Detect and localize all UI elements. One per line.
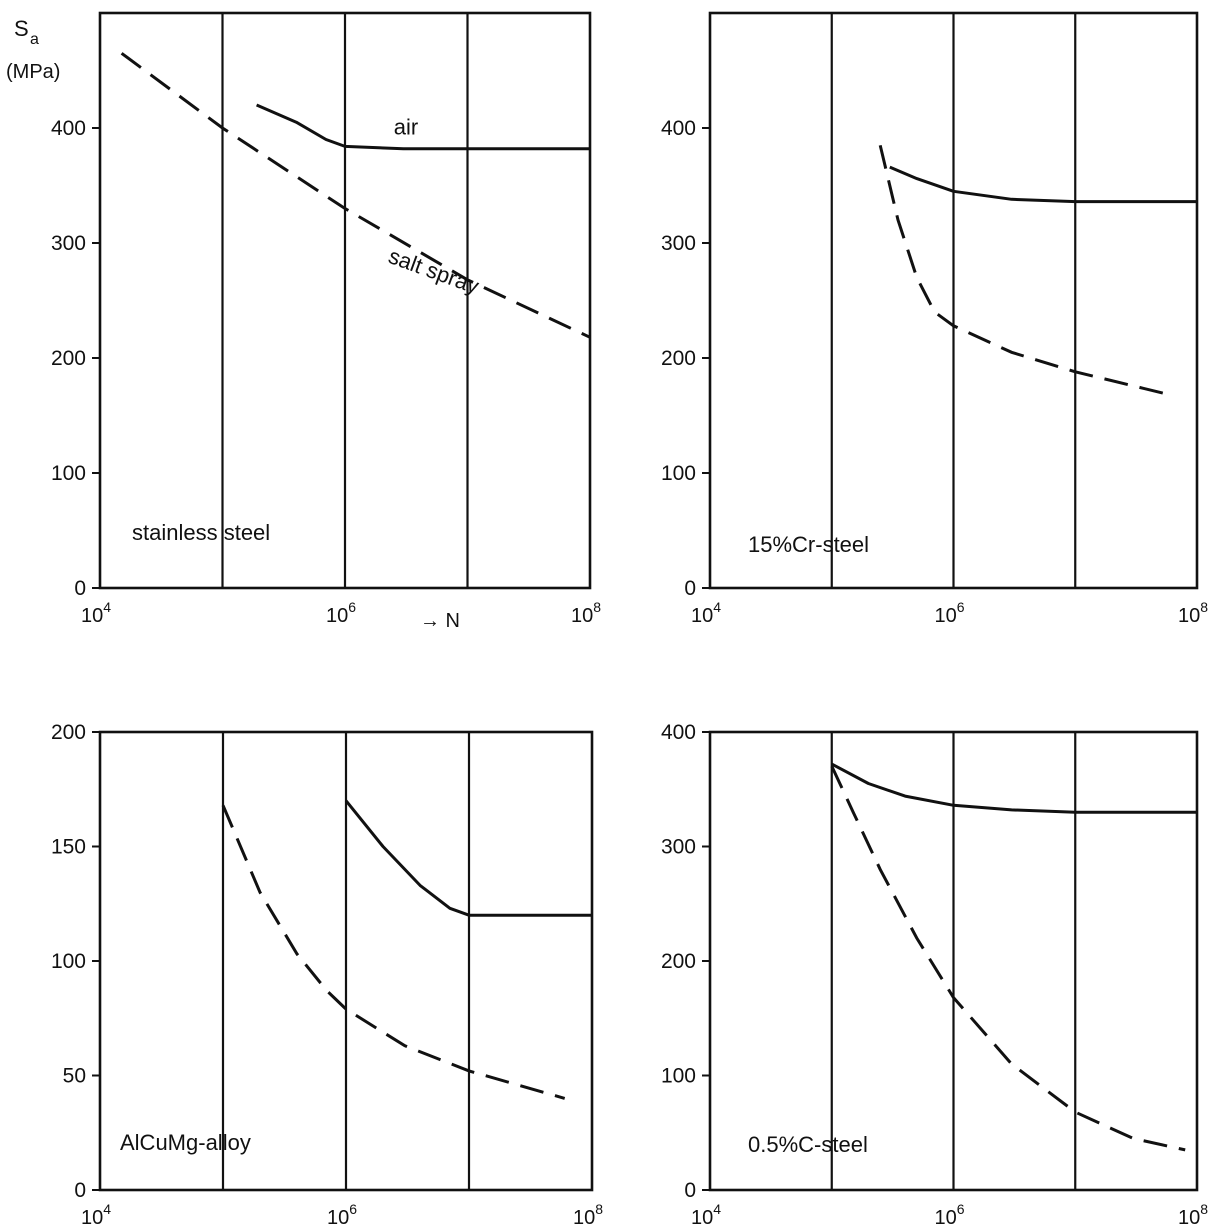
x-tick-label: 108	[571, 599, 601, 627]
material-label: stainless steel	[132, 520, 270, 545]
air-curve	[889, 165, 1197, 204]
y-tick-label: 100	[661, 462, 696, 485]
x-tick-label: 104	[691, 1201, 721, 1227]
y-tick-label: 200	[51, 721, 86, 744]
panel-top-left: 0 100 200 300 400 104 106 108 stainless steel air…	[51, 11, 601, 627]
air-curve	[344, 799, 592, 917]
y-tick-label: 100	[661, 1065, 696, 1088]
y-tick-label: 300	[661, 232, 696, 255]
y-tick-label: 400	[51, 117, 86, 140]
figure-ylabel: S a (MPa)	[6, 16, 60, 83]
salt-spray-curve	[878, 144, 1171, 397]
y-tick-label: 0	[74, 577, 86, 600]
y-tick-label: 150	[51, 836, 86, 859]
x-tick-label: 104	[81, 599, 111, 627]
y-tick-label: 200	[661, 950, 696, 973]
salt-spray-curve	[221, 804, 566, 1100]
ylabel-symbol: S	[14, 16, 29, 41]
ylabel-unit: (MPa)	[6, 61, 60, 83]
y-tick-label: 300	[51, 232, 86, 255]
x-tick-label: 106	[934, 599, 964, 627]
y-tick-label: 0	[684, 577, 696, 600]
x-tick-label: 104	[81, 1201, 111, 1227]
y-tick-label: 50	[63, 1065, 86, 1088]
x-tick-label: 106	[326, 599, 356, 627]
y-tick-label: 100	[51, 950, 86, 973]
material-label: 15%Cr-steel	[748, 532, 869, 557]
xlabel-arrow: → N	[420, 610, 460, 632]
y-tick-label: 400	[661, 117, 696, 140]
ylabel-subscript: a	[30, 31, 39, 48]
material-label: 0.5%C-steel	[748, 1132, 868, 1157]
x-tick-label: 106	[327, 1201, 357, 1227]
x-tick-label: 106	[934, 1201, 964, 1227]
panels: 0 100 200 300 400 104 106 108 stainless steel air…	[51, 11, 1208, 1227]
y-tick-label: 100	[51, 462, 86, 485]
salt-spray-curve	[830, 765, 1186, 1152]
air-curve	[831, 762, 1197, 814]
panel-bottom-left: 0 50 100 150 200 104 106 108 AlCuMg-alloy	[51, 721, 603, 1227]
y-tick-label: 0	[684, 1179, 696, 1202]
y-tick-label: 400	[661, 721, 696, 744]
air-curve	[256, 103, 590, 151]
series-label-air: air	[394, 115, 418, 140]
x-tick-label: 108	[1178, 1201, 1208, 1227]
y-tick-label: 200	[661, 347, 696, 370]
x-tick-label: 104	[691, 599, 721, 627]
panel-bottom-right: 0 100 200 300 400 104 106 108 0.5%C-steel	[661, 721, 1208, 1227]
y-tick-label: 300	[661, 836, 696, 859]
x-tick-label: 108	[573, 1201, 603, 1227]
y-tick-label: 200	[51, 347, 86, 370]
x-tick-label: 108	[1178, 599, 1208, 627]
y-tick-label: 0	[74, 1179, 86, 1202]
material-label: AlCuMg-alloy	[120, 1130, 251, 1155]
salt-spray-curve	[120, 52, 591, 339]
panel-top-right: 0 100 200 300 400 104 106 108 15%Cr-steel	[661, 11, 1208, 627]
